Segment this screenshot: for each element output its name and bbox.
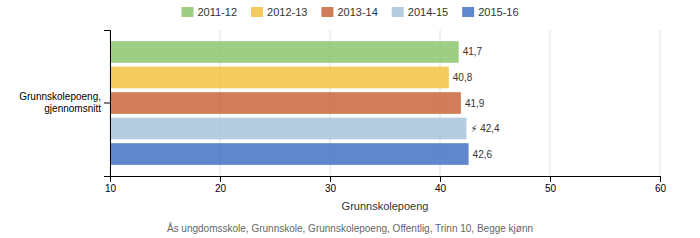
bar xyxy=(110,67,449,89)
grid xyxy=(110,30,660,176)
x-tick: 50 xyxy=(545,176,557,194)
legend-item: 2011-12 xyxy=(181,6,237,18)
x-tick-mark xyxy=(440,176,441,182)
grid-line xyxy=(660,30,661,176)
x-axis-line xyxy=(111,177,661,183)
bar xyxy=(110,143,469,165)
x-tick-label: 10 xyxy=(105,183,117,194)
legend-item: 2015-16 xyxy=(462,6,518,18)
data-label: ⚡ 42,4 xyxy=(470,123,500,134)
legend: 2011-12 2012-13 2013-14 2014-15 2015-16 xyxy=(181,6,518,18)
x-tick-mark xyxy=(330,176,331,182)
chart-container: 41,7 40,8 41,9 ⚡ 42,4 42,6 10 20 30 40 50 60 Grunns… xyxy=(0,0,700,238)
legend-swatch xyxy=(181,7,193,17)
x-tick: 10 xyxy=(105,176,117,194)
chart-svg: 41,7 40,8 41,9 ⚡ 42,4 42,6 10 20 30 40 50 60 Grunns… xyxy=(0,0,700,238)
data-label: 40,8 xyxy=(453,72,473,83)
footnote: Ås ungdomsskole, Grunnskole, Grunnskolep… xyxy=(167,222,533,234)
x-tick: 60 xyxy=(655,176,667,194)
x-tick: 30 xyxy=(325,176,337,194)
legend-label: 2011-12 xyxy=(197,6,237,18)
x-axis: 10 20 30 40 50 60 xyxy=(105,176,667,194)
x-tick-mark xyxy=(550,176,551,182)
data-label: 41,9 xyxy=(465,98,485,109)
bar xyxy=(110,118,466,140)
bars xyxy=(110,41,469,165)
legend-swatch xyxy=(462,7,474,17)
legend-swatch xyxy=(392,7,404,17)
legend-swatch xyxy=(321,7,333,17)
grid-line xyxy=(550,30,551,176)
x-tick-label: 30 xyxy=(325,183,337,194)
legend-item: 2012-13 xyxy=(251,6,307,18)
x-tick-mark xyxy=(660,176,661,182)
x-axis-title: Grunnskolepoeng xyxy=(342,200,429,212)
data-labels: 41,7 40,8 41,9 ⚡ 42,4 42,6 xyxy=(453,46,500,159)
y-tick-label-line: gjennomsnitt xyxy=(44,103,101,114)
x-tick: 40 xyxy=(435,176,447,194)
x-tick-label: 40 xyxy=(435,183,447,194)
data-label: 41,7 xyxy=(463,46,483,57)
x-tick-label: 60 xyxy=(655,183,667,194)
bar xyxy=(110,92,461,114)
y-axis: Grunnskolepoeng,gjennomsnitt xyxy=(19,31,110,177)
legend-label: 2013-14 xyxy=(337,6,377,18)
y-axis-line xyxy=(104,31,111,177)
y-tick-mark xyxy=(104,103,110,104)
legend-swatch xyxy=(251,7,263,17)
x-tick-mark xyxy=(220,176,221,182)
y-tick-label-line: Grunnskolepoeng, xyxy=(19,91,101,102)
y-tick-label: Grunnskolepoeng,gjennomsnitt xyxy=(19,91,101,114)
y-tick: Grunnskolepoeng,gjennomsnitt xyxy=(19,91,110,114)
bar xyxy=(110,41,459,63)
x-tick-label: 20 xyxy=(215,183,227,194)
legend-label: 2014-15 xyxy=(408,6,448,18)
legend-item: 2013-14 xyxy=(321,6,377,18)
data-label: 42,6 xyxy=(473,149,493,160)
x-tick: 20 xyxy=(215,176,227,194)
legend-item: 2014-15 xyxy=(392,6,448,18)
x-tick-label: 50 xyxy=(545,183,557,194)
plot-area: 41,7 40,8 41,9 ⚡ 42,4 42,6 10 20 30 40 50 60 Grunns… xyxy=(19,30,666,194)
legend-label: 2012-13 xyxy=(267,6,307,18)
legend-label: 2015-16 xyxy=(478,6,518,18)
